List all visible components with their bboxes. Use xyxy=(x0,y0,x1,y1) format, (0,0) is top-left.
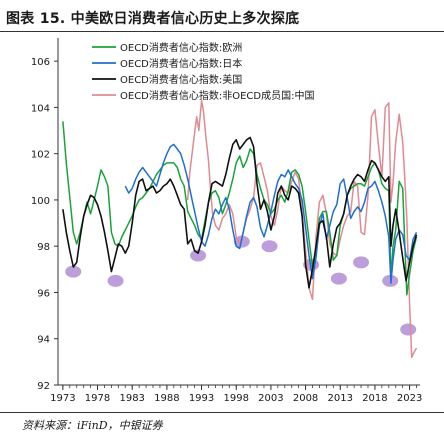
y-tick-label: 96 xyxy=(37,288,50,299)
x-tick-label: 2018 xyxy=(362,393,387,404)
x-tick-label: 2023 xyxy=(397,393,422,404)
bottom-rule xyxy=(0,412,444,413)
source-note: 资料来源：iFinD，中银证券 xyxy=(22,419,163,432)
legend-label: OECD消费者信心指数:欧洲 xyxy=(120,41,242,54)
trough-markers xyxy=(65,235,417,336)
y-tick-label: 100 xyxy=(31,196,50,207)
trough-marker xyxy=(107,274,124,287)
y-tick-label: 104 xyxy=(31,103,50,114)
legend-label: OECD消费者信心指数:美国 xyxy=(120,73,242,86)
x-tick-label: 1978 xyxy=(85,393,110,404)
x-tick-label: 1973 xyxy=(50,393,75,404)
x-tick-label: 2008 xyxy=(293,393,318,404)
y-tick-label: 94 xyxy=(37,335,50,346)
legend-label: OECD消费者信心指数:日本 xyxy=(120,57,242,70)
x-tick-label: 1983 xyxy=(119,393,144,404)
figure-title: 图表 15. 中美欧日消费者信心历史上多次探底 xyxy=(6,11,300,27)
trough-marker xyxy=(190,249,207,262)
consumer-confidence-line-chart: 92 94 96 98 100 102 104 106 1973 1978 1983 1988 1993… xyxy=(31,38,422,404)
y-tick-label: 98 xyxy=(37,242,50,253)
axes: 92 94 96 98 100 102 104 106 1973 1978 1983 1988 1993… xyxy=(31,38,422,404)
x-tick-label: 1988 xyxy=(154,393,179,404)
x-tick-label: 2013 xyxy=(328,393,353,404)
series-line-china xyxy=(186,99,418,358)
legend-label: OECD消费者信心指数:非OECD成员国:中国 xyxy=(120,89,314,102)
trough-marker xyxy=(353,256,370,269)
y-tick-label: 92 xyxy=(37,381,50,392)
series-line-japan xyxy=(124,143,418,284)
y-tick-label: 102 xyxy=(31,150,50,161)
trough-marker xyxy=(400,323,417,336)
x-tick-label: 2003 xyxy=(258,393,283,404)
series-line-europe xyxy=(62,121,418,296)
trough-marker xyxy=(330,272,347,285)
x-tick-label: 1998 xyxy=(223,393,248,404)
legend: OECD消费者信心指数:欧洲 OECD消费者信心指数:日本 OECD消费者信心指数:… xyxy=(92,41,314,102)
x-tick-label: 1993 xyxy=(189,393,214,404)
trough-marker xyxy=(65,265,82,278)
series-lines xyxy=(62,99,418,358)
trough-marker xyxy=(261,240,278,253)
y-tick-label: 106 xyxy=(31,57,50,68)
series-line-usa xyxy=(62,136,418,289)
top-rule xyxy=(0,31,444,32)
